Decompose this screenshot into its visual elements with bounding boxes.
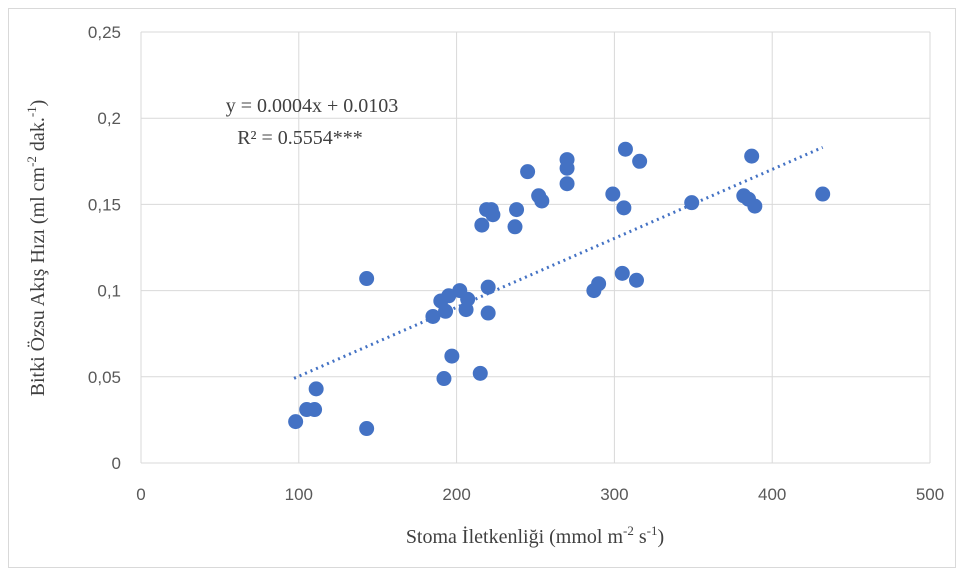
y-tick-label: 0,15: [88, 195, 121, 214]
data-point: [472, 365, 488, 381]
trendline: [293, 145, 824, 380]
data-point: [614, 265, 630, 281]
x-tick-label: 500: [916, 485, 944, 504]
x-axis-title: Stoma İletkenliği (mmol m-2 s-1): [406, 523, 664, 548]
data-point: [559, 160, 575, 176]
data-point: [308, 381, 324, 397]
data-point: [628, 272, 644, 288]
data-point: [815, 186, 831, 202]
data-point: [559, 176, 575, 192]
data-point: [436, 371, 452, 387]
data-point: [438, 303, 454, 319]
x-tick-label: 200: [442, 485, 470, 504]
data-point: [509, 202, 525, 218]
data-point: [684, 195, 700, 211]
data-point: [591, 276, 607, 292]
data-point: [288, 414, 304, 430]
data-point: [480, 279, 496, 295]
x-tick-label: 0: [136, 485, 145, 504]
r-squared-label: R² = 0.5554***: [237, 127, 363, 149]
data-point: [444, 348, 460, 364]
data-point: [425, 308, 441, 324]
gridlines: [140, 31, 931, 464]
data-point: [747, 198, 763, 214]
y-tick-label: 0,2: [97, 109, 121, 128]
data-point: [632, 153, 648, 169]
y-tick-label: 0: [112, 454, 121, 473]
data-point: [605, 186, 621, 202]
x-tick-label: 300: [600, 485, 628, 504]
data-points: [288, 141, 831, 437]
data-point: [359, 421, 375, 437]
data-point: [520, 164, 536, 180]
x-tick-label: 400: [758, 485, 786, 504]
y-axis-title: Bitki Özsu Akış Hızı (ml cm-2 dak.-1): [24, 100, 49, 397]
y-tick-label: 0,05: [88, 368, 121, 387]
data-point: [507, 219, 523, 235]
data-point: [480, 305, 496, 321]
data-point: [617, 141, 633, 157]
data-point: [307, 402, 323, 418]
x-tick-label: 100: [285, 485, 313, 504]
data-point: [485, 207, 501, 223]
data-point: [616, 200, 632, 216]
data-point: [744, 148, 760, 164]
y-tick-label: 0,25: [88, 23, 121, 42]
data-point: [460, 291, 476, 307]
tick-labels: 0 0,05 0,1 0,15 0,2 0,25 0 100 200 300 400 500: [88, 23, 944, 504]
data-point: [534, 193, 550, 209]
y-tick-label: 0,1: [97, 282, 121, 301]
data-point: [474, 217, 490, 233]
trendline-equation: y = 0.0004x + 0.0103: [226, 95, 399, 117]
data-point: [359, 271, 375, 287]
